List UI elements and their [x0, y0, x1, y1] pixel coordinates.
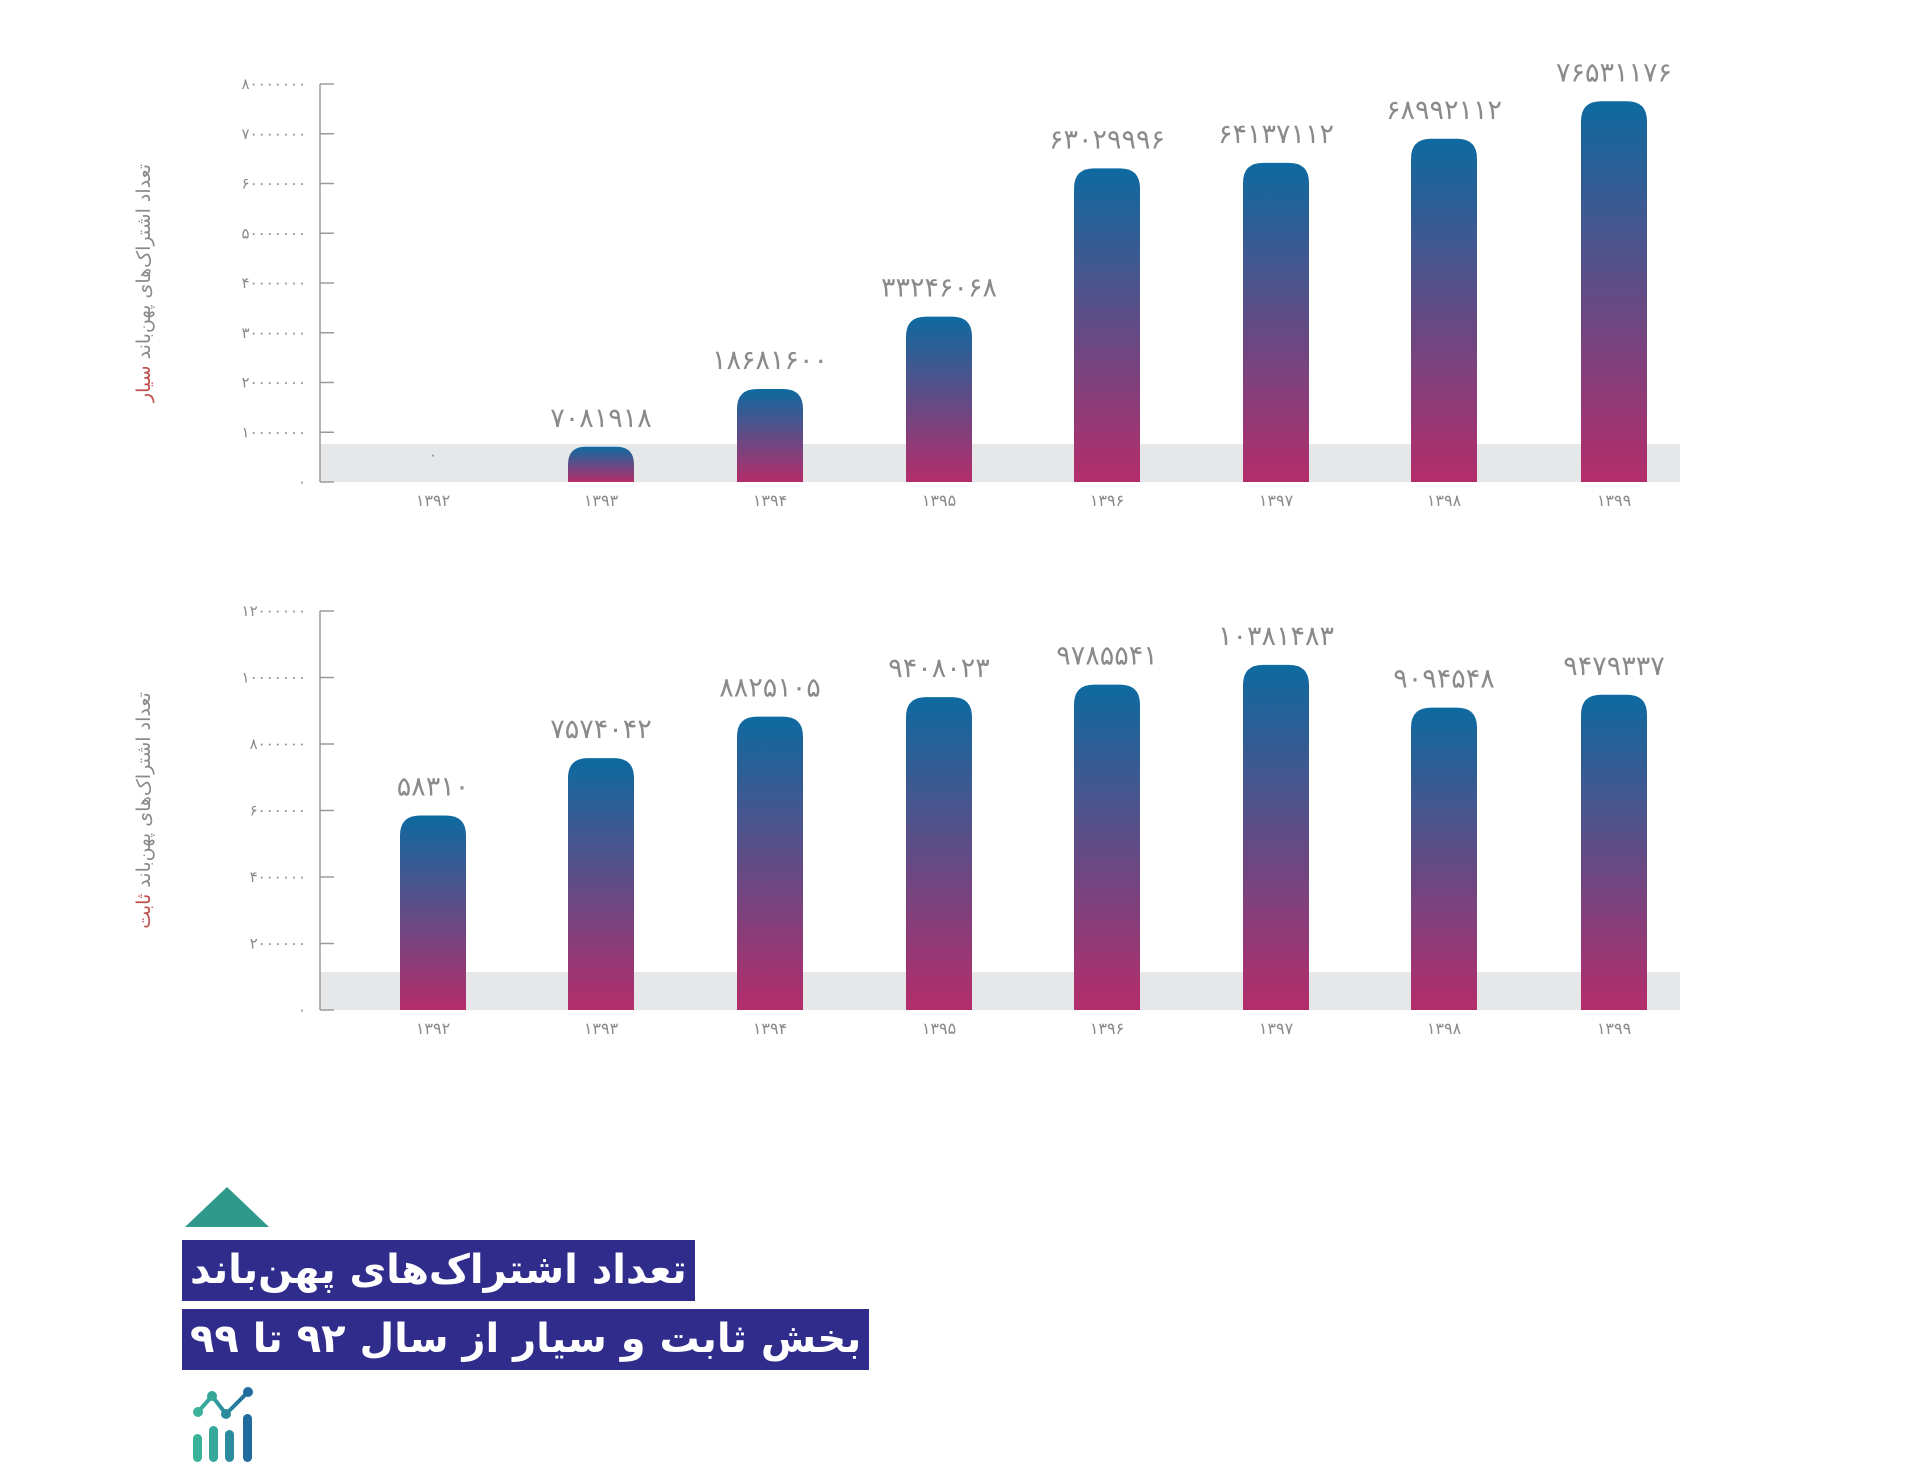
- x-tick-label: ۱۳۹۴: [753, 491, 787, 510]
- bar: [1074, 168, 1140, 482]
- x-tick-label: ۱۳۹۳: [584, 1019, 619, 1038]
- bar: [568, 758, 634, 1010]
- bar: [1581, 694, 1647, 1010]
- x-tick-label: ۱۳۹۵: [922, 1019, 956, 1038]
- bar-value-label: ۵۸۳۱۰: [397, 771, 470, 802]
- x-tick-label: ۱۳۹۵: [922, 491, 956, 510]
- x-tick-label: ۱۳۹۲: [416, 491, 450, 510]
- fixed-broadband-chart: ۰ ۲۰۰۰۰۰۰ ۴۰۰۰۰۰۰ ۶۰۰۰۰۰۰ ۸۰۰۰۰۰۰ ۱۰۰۰۰۰۰۰ ۱۲۰…: [133, 602, 1680, 1038]
- y-tick-label: ۳۰۰۰۰۰۰۰: [242, 324, 306, 342]
- y-tick-label: ۱۲۰۰۰۰۰۰: [242, 602, 306, 620]
- y-tick-label: ۸۰۰۰۰۰۰۰: [242, 75, 306, 93]
- x-tick-label: ۱۳۹۶: [1090, 1019, 1124, 1038]
- bar-value-label: ۹۰۹۴۵۴۸: [1393, 664, 1495, 695]
- x-tick-label: ۱۳۹۴: [753, 1019, 787, 1038]
- triangle-icon: [185, 1187, 269, 1227]
- bar: [1074, 684, 1140, 1010]
- bar: [568, 446, 634, 482]
- x-tick-label: ۱۳۹۷: [1259, 491, 1294, 510]
- x-tick-label: ۱۳۹۹: [1597, 491, 1631, 510]
- y-tick-label: ۵۰۰۰۰۰۰۰: [242, 224, 306, 242]
- bar: [906, 697, 972, 1010]
- title-line-1: تعداد اشتراک‌های پهن‌باند: [182, 1240, 695, 1301]
- y-tick-label: ۶۰۰۰۰۰۰: [250, 802, 306, 820]
- x-tick-label: ۱۳۹۲: [416, 1019, 450, 1038]
- bar: [1411, 138, 1477, 483]
- bar-value-label: ۶۴۱۳۷۱۱۲: [1218, 119, 1334, 150]
- bar: [1243, 664, 1309, 1010]
- y-tick-label: ۲۰۰۰۰۰۰: [250, 935, 306, 953]
- bar-value-label: ۶۸۹۹۲۱۱۲: [1386, 95, 1502, 126]
- x-tick-label: ۱۳۹۸: [1427, 1019, 1462, 1038]
- x-tick-label: ۱۳۹۶: [1090, 491, 1124, 510]
- bar-value-label: ۷۰۸۱۹۱۸: [550, 403, 652, 434]
- bar-value-label: ۸۸۲۵۱۰۵: [719, 673, 821, 704]
- y-tick-label: ۷۰۰۰۰۰۰۰: [242, 125, 306, 143]
- bar-value-label: ۶۳۰۲۹۹۹۶: [1049, 124, 1165, 155]
- x-tick-label: ۱۳۹۷: [1259, 1019, 1294, 1038]
- mobile-broadband-chart: ۰ ۱۰۰۰۰۰۰۰ ۲۰۰۰۰۰۰۰ ۳۰۰۰۰۰۰۰ ۴۰۰۰۰۰۰۰ ۵۰۰۰۰۰۰…: [133, 57, 1680, 510]
- bar: [906, 316, 972, 482]
- bar-line-chart-icon: [193, 1387, 253, 1462]
- bar-value-label: ۱۸۶۸۱۶۰۰: [712, 345, 828, 376]
- bar-value-label: ۰: [429, 446, 437, 464]
- y-tick-label: ۶۰۰۰۰۰۰۰: [242, 175, 306, 193]
- y-tick-label: ۸۰۰۰۰۰۰: [250, 735, 306, 753]
- y-tick-label: ۱۰۰۰۰۰۰۰: [242, 669, 306, 687]
- bar-value-label: ۹۷۸۵۵۴۱: [1056, 641, 1158, 672]
- bar-value-label: ۱۰۳۸۱۴۸۳: [1218, 621, 1334, 652]
- x-tick-label: ۱۳۹۳: [584, 491, 619, 510]
- bar-value-label: ۳۳۲۴۶۰۶۸: [881, 273, 997, 304]
- y-axis-title: تعداد اشتراک‌های پهن‌باند ثابت: [133, 692, 155, 929]
- x-tick-label: ۱۳۹۹: [1597, 1019, 1631, 1038]
- y-tick-label: ۰: [298, 473, 306, 491]
- bar-value-label: ۹۴۷۹۳۳۷: [1563, 651, 1665, 682]
- bar: [737, 389, 803, 482]
- bar: [1411, 707, 1477, 1010]
- bar: [1581, 101, 1647, 483]
- bar-value-label: ۷۵۷۴۰۴۲: [550, 714, 652, 745]
- y-axis-title: تعداد اشتراک‌های پهن‌باند سیار: [133, 164, 155, 403]
- bar-value-label: ۷۶۵۳۱۱۷۶: [1556, 57, 1672, 88]
- bar-value-label: ۹۴۰۸۰۲۳: [888, 653, 990, 684]
- y-tick-label: ۴۰۰۰۰۰۰: [250, 868, 306, 886]
- y-tick-label: ۲۰۰۰۰۰۰۰: [242, 374, 306, 392]
- y-tick-label: ۴۰۰۰۰۰۰۰: [242, 274, 306, 292]
- title-line-2: بخش ثابت و سیار از سال ۹۲ تا ۹۹: [182, 1309, 870, 1370]
- y-tick-label: ۱۰۰۰۰۰۰۰: [242, 423, 306, 441]
- y-tick-label: ۰: [298, 1001, 306, 1019]
- bar: [737, 716, 803, 1010]
- bar: [1243, 162, 1309, 483]
- bar: [400, 815, 466, 1010]
- x-tick-label: ۱۳۹۸: [1427, 491, 1462, 510]
